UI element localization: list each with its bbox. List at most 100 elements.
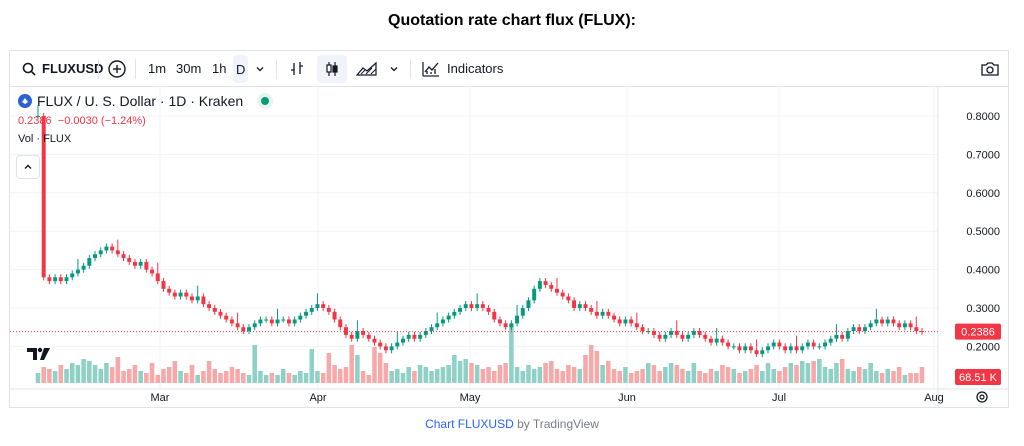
candle-body xyxy=(634,323,639,328)
chart-style-dropdown-button[interactable] xyxy=(389,51,399,86)
candle-body xyxy=(286,319,291,324)
volume-label: Vol · FLUX xyxy=(18,133,72,145)
volume-bar xyxy=(748,369,754,383)
candle-body xyxy=(651,331,656,335)
volume-bar xyxy=(212,369,218,383)
volume-bar xyxy=(634,371,640,383)
volume-bar xyxy=(406,367,411,383)
candle-body xyxy=(834,334,839,339)
chart-legend: FLUX / U. S. Dollar · 1D · Kraken 0.2386… xyxy=(18,93,274,145)
candle-body xyxy=(224,315,229,320)
volume-bar xyxy=(258,371,263,383)
candle-body xyxy=(532,288,537,301)
volume-bar xyxy=(680,369,685,383)
candle-body xyxy=(189,296,194,301)
candle-body xyxy=(315,304,320,308)
candle-body xyxy=(480,304,485,308)
volume-bar xyxy=(155,375,161,383)
chart-link[interactable]: Chart FLUXUSD xyxy=(425,417,514,431)
volume-bar xyxy=(395,369,400,383)
candle-body xyxy=(218,311,223,316)
volume-bar xyxy=(531,369,537,383)
candle-body xyxy=(412,334,417,339)
volume-bar xyxy=(434,369,440,383)
tradingview-logo-icon[interactable] xyxy=(24,343,54,363)
candle-body xyxy=(446,315,451,320)
x-tick-label: Apr xyxy=(309,392,326,404)
volume-bar xyxy=(463,359,469,383)
candle-body xyxy=(509,323,514,328)
candle-body xyxy=(703,334,708,339)
candle-body xyxy=(58,277,63,282)
toolbar-divider xyxy=(410,59,411,79)
candle-body xyxy=(743,346,748,351)
candle-body xyxy=(708,338,713,343)
candle-body xyxy=(321,304,326,308)
volume-bar xyxy=(87,361,92,383)
volume-bar xyxy=(720,365,725,383)
candle-body xyxy=(600,311,605,316)
interval-d-button[interactable]: D xyxy=(233,55,249,83)
candle-body xyxy=(161,281,166,289)
volume-bar xyxy=(486,367,491,383)
market-status-indicator[interactable] xyxy=(257,93,274,109)
candle-style-button[interactable] xyxy=(317,55,347,83)
interval-1h-button[interactable]: 1h xyxy=(212,61,227,76)
candle-body xyxy=(811,342,816,347)
candle-body xyxy=(155,273,160,282)
volume-bar xyxy=(788,363,794,383)
volume-bar xyxy=(309,349,315,383)
volume-bar xyxy=(571,367,577,383)
candle-body xyxy=(463,304,468,308)
attribution: Chart FLUXUSD by TradingView xyxy=(0,417,1024,431)
area-style-button[interactable] xyxy=(356,51,378,86)
symbol-search-button[interactable]: FLUXUSD xyxy=(22,51,103,86)
bar-style-button[interactable] xyxy=(288,51,306,86)
candle-body xyxy=(862,327,867,332)
volume-bar xyxy=(891,371,896,383)
volume-bar xyxy=(195,375,200,383)
flux-logo-icon xyxy=(18,94,32,108)
volume-bar xyxy=(617,371,623,383)
last-volume-badge-label: 68.51 K xyxy=(959,372,998,384)
volume-bar xyxy=(452,355,457,383)
y-tick-label: 0.8000 xyxy=(966,111,1000,123)
candle-body xyxy=(47,277,52,282)
volume-bar xyxy=(742,371,748,383)
volume-bar xyxy=(919,367,925,383)
indicators-button[interactable]: Indicators xyxy=(421,51,503,86)
candle-body xyxy=(195,296,200,301)
snapshot-button[interactable] xyxy=(980,51,1000,86)
volume-bar xyxy=(275,375,280,383)
candle-body xyxy=(680,334,685,339)
volume-bar xyxy=(537,367,543,383)
collapse-legend-button[interactable] xyxy=(16,155,40,179)
interval-1m-button[interactable]: 1m xyxy=(148,61,167,76)
volume-bar xyxy=(246,375,252,383)
interval-dropdown-button[interactable] xyxy=(255,51,265,86)
candle-body xyxy=(241,327,246,332)
volume-bar xyxy=(503,363,508,383)
volume-bar xyxy=(702,373,708,383)
volume-bar xyxy=(566,365,571,383)
volume-bar xyxy=(799,361,805,383)
volume-bar xyxy=(252,345,258,383)
candle-body xyxy=(777,342,782,347)
interval-30m-button[interactable]: 30m xyxy=(176,61,202,76)
x-tick-label: Jun xyxy=(618,392,636,404)
candle-body xyxy=(594,311,599,316)
candle-body xyxy=(212,308,217,312)
volume-bar xyxy=(514,367,520,383)
volume-bar xyxy=(623,367,628,383)
candle-body xyxy=(93,254,98,259)
candle-body xyxy=(41,116,46,278)
toolbar-divider xyxy=(98,59,99,79)
price-chart[interactable]: 0.8000 0.7000 0.6000 0.5000 0.4000 0.3000 0.20… xyxy=(10,87,1008,407)
last-price-badge xyxy=(955,323,1001,340)
y-tick-label: 0.5000 xyxy=(966,226,1000,238)
compare-symbol-button[interactable] xyxy=(107,51,127,86)
settings-gear-icon[interactable] xyxy=(976,391,988,403)
candle-body xyxy=(229,319,234,324)
volume-bar xyxy=(412,371,417,383)
volume-bar xyxy=(657,371,662,383)
